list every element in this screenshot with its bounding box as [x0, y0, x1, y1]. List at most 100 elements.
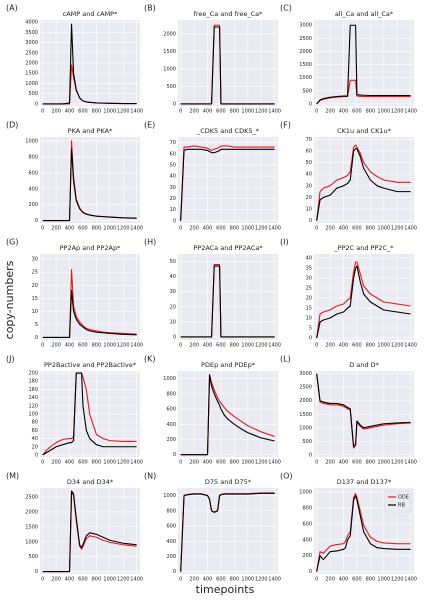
y-tick-label: 1500	[163, 49, 176, 55]
x-tick-label: 800	[92, 577, 102, 583]
x-tick-label: 0	[315, 577, 318, 583]
y-tick-label: 10	[306, 316, 312, 322]
y-tick-label: 0	[173, 334, 176, 340]
panel-label: (M)	[6, 472, 19, 481]
y-tick-label: 50	[306, 160, 312, 166]
plot-background	[314, 254, 414, 340]
x-tick-label: 1000	[241, 577, 254, 583]
y-tick-label: 60	[306, 148, 312, 154]
plot-background	[314, 20, 414, 106]
y-tick-label: 2500	[299, 385, 312, 391]
y-tick-label: 50	[170, 259, 176, 265]
y-tick-label: 2500	[25, 494, 38, 500]
series-line	[180, 492, 275, 572]
y-tick-label: 1000	[25, 81, 38, 87]
y-tick-label: 180	[28, 379, 38, 385]
y-tick-label: 1000	[25, 539, 38, 545]
x-tick-label: 1400	[404, 460, 417, 466]
x-tick-label: 1000	[377, 577, 390, 583]
y-tick-label: 600	[302, 521, 312, 527]
x-tick-label: 200	[325, 343, 335, 349]
y-tick-label: 1000	[25, 138, 38, 144]
y-tick-label: 1000	[299, 489, 312, 495]
y-tick-label: 2500	[299, 36, 312, 42]
x-tick-label: 400	[65, 226, 75, 232]
x-tick-label: 400	[339, 226, 349, 232]
panel-title: D and D*	[349, 361, 379, 369]
series-line	[180, 145, 275, 221]
x-tick-label: 200	[189, 226, 199, 232]
y-tick-label: 160	[28, 387, 38, 393]
series-line	[316, 495, 411, 572]
x-tick-label: 1200	[391, 343, 404, 349]
y-tick-label: 30	[306, 276, 312, 282]
x-tick-label: 1400	[268, 460, 281, 466]
x-tick-label: 400	[339, 577, 349, 583]
y-tick-label: 500	[166, 84, 176, 90]
x-tick-label: 0	[179, 577, 182, 583]
x-tick-label: 400	[65, 577, 75, 583]
panel-label: (H)	[144, 238, 156, 247]
series-line	[42, 372, 137, 456]
series-line	[316, 24, 411, 105]
x-tick-label: 1200	[117, 460, 130, 466]
x-tick-label: 600	[352, 226, 362, 232]
x-tick-label: 1200	[391, 460, 404, 466]
x-tick-label: 1000	[103, 226, 116, 232]
y-tick-label: 50	[170, 162, 176, 168]
panel-title: PKA and PKA*	[68, 127, 113, 135]
panel-label: (O)	[280, 472, 293, 481]
y-tick-label: 2000	[299, 398, 312, 404]
y-tick-label: 0	[173, 101, 176, 107]
panel-title: PDEp and PDEp*	[201, 361, 256, 369]
y-tick-label: 40	[170, 274, 176, 280]
x-tick-label: 1000	[103, 109, 116, 115]
panel: (J) PP2Bactive and PP2Bactive* 0 20 40 60 80 10…	[6, 355, 143, 466]
x-tick-label: 1400	[268, 343, 281, 349]
y-tick-label: 400	[166, 422, 176, 428]
y-tick-label: 30	[170, 185, 176, 191]
panel-title: cAMP and cAMP*	[63, 10, 118, 18]
y-tick-label: 0	[35, 452, 38, 458]
y-tick-label: 600	[28, 170, 38, 176]
y-tick-label: 400	[28, 186, 38, 192]
x-tick-label: 200	[51, 109, 61, 115]
x-tick-label: 800	[230, 109, 240, 115]
series-line	[180, 26, 275, 105]
x-tick-label: 1000	[241, 226, 254, 232]
y-tick-label: 140	[28, 395, 38, 401]
panel-title: _CDK5 and CDK5_*	[196, 127, 260, 135]
y-tick-label: 10	[170, 207, 176, 213]
y-tick-label: 3500	[25, 30, 38, 36]
x-tick-label: 200	[189, 577, 199, 583]
x-tick-label: 400	[65, 460, 75, 466]
panel: (A)cAMP and cAMP*05001000150020002500300…	[6, 4, 143, 115]
y-tick-label: 40	[32, 436, 38, 442]
x-tick-label: 1400	[130, 343, 143, 349]
panel-title: CK1u and CK1u*	[337, 127, 391, 135]
y-tick-label: 120	[28, 403, 38, 409]
panel-label: (G)	[6, 238, 18, 247]
x-tick-label: 200	[325, 460, 335, 466]
x-tick-label: 1200	[391, 109, 404, 115]
x-tick-label: 0	[41, 226, 44, 232]
y-tick-label: 20	[32, 283, 38, 289]
x-tick-label: 600	[352, 109, 362, 115]
x-tick-label: 1400	[268, 109, 281, 115]
y-tick-label: 40	[306, 172, 312, 178]
plot-background	[314, 137, 414, 223]
x-tick-label: 200	[325, 226, 335, 232]
panel-label: (B)	[144, 4, 156, 13]
y-tick-label: 25	[32, 270, 38, 276]
panel: (B) free_Ca and free_Ca* 0 500 1000 1500 2000 0…	[144, 4, 281, 115]
x-tick-label: 200	[189, 460, 199, 466]
y-tick-label: 0	[35, 218, 38, 224]
series-line	[42, 23, 137, 105]
x-tick-label: 1000	[377, 343, 390, 349]
y-tick-label: 0	[309, 569, 312, 575]
panel-label: (L)	[280, 355, 291, 364]
y-tick-label: 2000	[163, 31, 176, 37]
x-tick-label: 0	[41, 109, 44, 115]
